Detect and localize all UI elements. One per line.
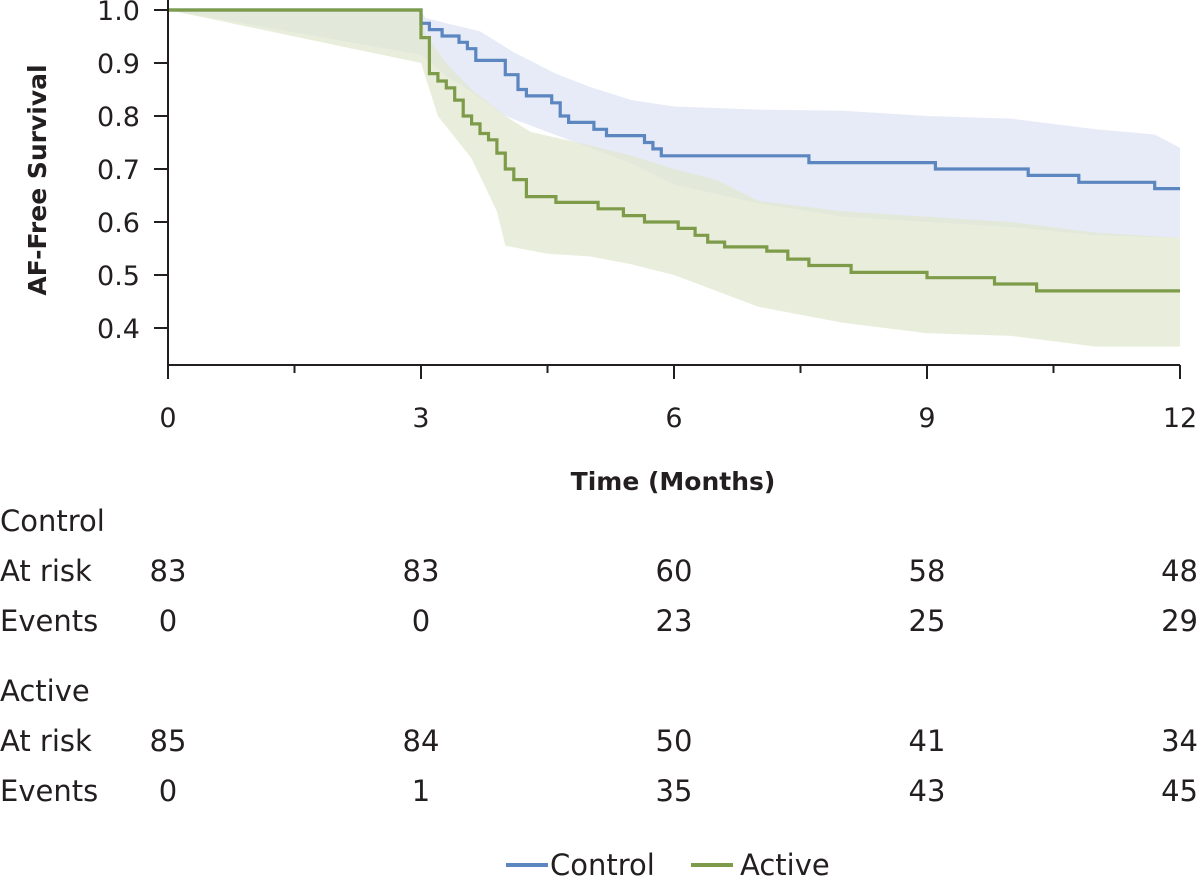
- km-curve-control: [168, 8, 1180, 191]
- y-axis-title: AF-Free Survival: [23, 64, 52, 295]
- risk-value: 0: [412, 604, 430, 638]
- risk-row-label: At risk: [0, 724, 92, 758]
- km-curve-active: [168, 8, 1180, 293]
- risk-value: 25: [909, 604, 946, 638]
- risk-table: Control At risk 83 83 60 58 48 Events 0 0 23 25 29 Ac…: [0, 504, 1198, 808]
- x-tick-label: 9: [918, 403, 935, 434]
- x-ticks: 0 3 6 9 12: [159, 365, 1197, 434]
- risk-value: 23: [656, 604, 693, 638]
- x-tick-label: 3: [412, 403, 429, 434]
- y-tick-label: 0.4: [97, 314, 140, 345]
- risk-value: 0: [159, 604, 177, 638]
- risk-value: 29: [1161, 604, 1198, 638]
- y-tick-label: 0.7: [97, 155, 140, 186]
- risk-value: 60: [656, 554, 693, 588]
- y-tick-label: 0.9: [97, 49, 140, 80]
- legend: Control Active: [506, 848, 830, 877]
- x-tick-label: 6: [665, 403, 682, 434]
- risk-value: 83: [403, 554, 440, 588]
- risk-value: 45: [1161, 774, 1198, 808]
- survival-curves: [168, 8, 1180, 293]
- risk-value: 84: [403, 724, 440, 758]
- legend-label-active: Active: [740, 848, 830, 877]
- legend-label-control: Control: [550, 848, 655, 877]
- risk-value: 0: [159, 774, 177, 808]
- risk-value: 50: [656, 724, 693, 758]
- y-tick-label: 0.5: [97, 261, 140, 292]
- risk-value: 41: [909, 724, 946, 758]
- x-tick-label: 12: [1163, 403, 1197, 434]
- risk-value: 48: [1161, 554, 1198, 588]
- y-ticks: 1.0 0.9 0.8 0.7 0.6 0.5 0.4: [97, 0, 168, 345]
- y-tick-label: 0.8: [97, 102, 140, 133]
- y-tick-label: 0.6: [97, 208, 140, 239]
- ci-band-control: [168, 10, 1180, 238]
- risk-value: 43: [909, 774, 946, 808]
- confidence-bands: [168, 10, 1180, 347]
- x-axis-title: Time (Months): [571, 467, 776, 496]
- risk-group-control: Control: [0, 504, 105, 538]
- y-tick-label: 1.0: [97, 0, 140, 27]
- risk-value: 34: [1161, 724, 1198, 758]
- risk-group-active: Active: [0, 674, 90, 708]
- x-tick-label: 0: [159, 403, 176, 434]
- risk-value: 83: [150, 554, 187, 588]
- risk-value: 35: [656, 774, 693, 808]
- risk-row-label: Events: [0, 604, 98, 638]
- risk-value: 58: [909, 554, 946, 588]
- risk-value: 85: [150, 724, 187, 758]
- risk-row-label: At risk: [0, 554, 92, 588]
- risk-value: 1: [412, 774, 430, 808]
- ci-band-active: [168, 10, 1180, 347]
- risk-row-label: Events: [0, 774, 98, 808]
